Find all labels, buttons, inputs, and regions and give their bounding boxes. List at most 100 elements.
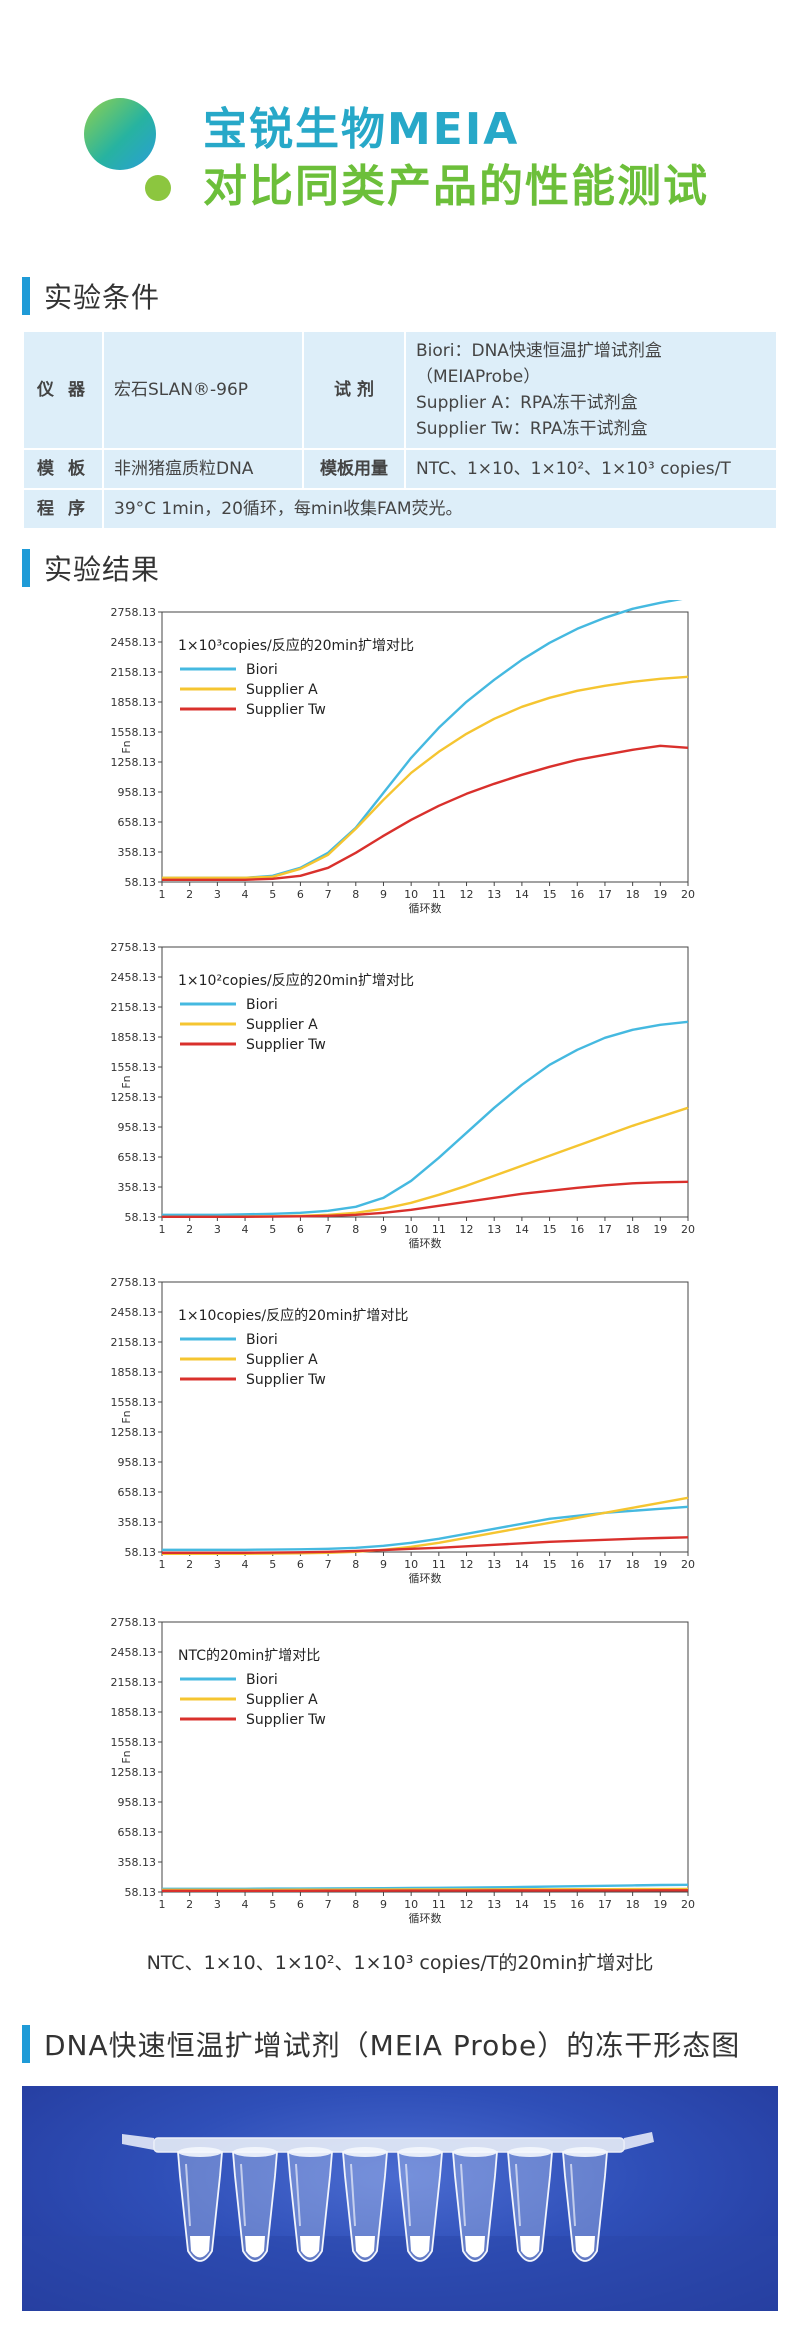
y-tick-label: 2458.13 — [111, 971, 157, 984]
x-axis-label: 循环数 — [409, 1912, 442, 1925]
pcr-tube — [507, 2147, 553, 2262]
pcr-tube-strip-image — [22, 2132, 778, 2311]
y-tick-label: 1858.13 — [111, 696, 157, 709]
x-tick-label: 12 — [460, 888, 474, 901]
legend-label: Supplier Tw — [246, 1712, 326, 1728]
x-tick-label: 17 — [598, 1898, 612, 1911]
y-tick-label: 658.13 — [118, 1151, 157, 1164]
x-tick-label: 8 — [352, 1898, 359, 1911]
lyophilized-pellet — [520, 2236, 540, 2258]
tube-rim — [343, 2147, 387, 2157]
lyophilized-pellet — [575, 2236, 595, 2258]
x-tick-label: 8 — [352, 1223, 359, 1236]
x-tick-label: 19 — [653, 1223, 667, 1236]
tube-rim — [398, 2147, 442, 2157]
tube-highlight — [460, 2163, 466, 2227]
tube-highlight — [570, 2163, 576, 2227]
x-tick-label: 13 — [487, 1558, 501, 1571]
chart-title: NTC的20min扩增对比 — [178, 1648, 320, 1664]
pcr-tube — [342, 2147, 388, 2262]
y-tick-label: 58.13 — [125, 876, 157, 889]
tube-body — [452, 2151, 498, 2262]
x-tick-label: 6 — [297, 1223, 304, 1236]
tube-body — [397, 2151, 443, 2262]
y-tick-label: 658.13 — [118, 1486, 157, 1499]
y-tick-label: 358.13 — [118, 1181, 157, 1194]
table-row: 仪 器 宏石SLAN®-96P 试 剂 Biori：DNA快速恒温扩增试剂盒（M… — [22, 330, 778, 450]
legend-label: Supplier Tw — [246, 702, 326, 718]
y-tick-label: 958.13 — [118, 786, 157, 799]
section-title: 实验条件 — [44, 281, 161, 314]
tube-body — [562, 2151, 608, 2262]
series-line-supplier-tw — [162, 1180, 689, 1218]
strip-tab-left — [122, 2134, 154, 2150]
template-label: 模 板 — [22, 448, 104, 490]
x-tick-label: 18 — [626, 888, 640, 901]
section-title: 实验结果 — [44, 553, 161, 586]
y-tick-label: 958.13 — [118, 1121, 157, 1134]
pcr-tube — [232, 2147, 278, 2262]
x-axis-label: 循环数 — [409, 1237, 442, 1250]
x-tick-label: 8 — [352, 1558, 359, 1571]
legend-label: Biori — [246, 1672, 278, 1688]
tube-body — [232, 2151, 278, 2262]
x-tick-label: 9 — [380, 1898, 387, 1911]
y-tick-label: 1258.13 — [111, 1091, 157, 1104]
y-tick-label: 1258.13 — [111, 1426, 157, 1439]
conditions-table: 仪 器 宏石SLAN®-96P 试 剂 Biori：DNA快速恒温扩增试剂盒（M… — [22, 330, 778, 530]
plot-frame — [161, 611, 689, 883]
y-tick-label: 358.13 — [118, 1516, 157, 1529]
x-tick-label: 16 — [570, 1558, 584, 1571]
x-tick-label: 7 — [325, 1898, 332, 1911]
x-tick-label: 18 — [626, 1223, 640, 1236]
tube-highlight — [350, 2163, 356, 2227]
x-tick-label: 16 — [570, 1223, 584, 1236]
x-tick-label: 1 — [159, 1223, 166, 1236]
lyophilized-tubes-photo — [22, 2086, 778, 2311]
x-tick-label: 3 — [214, 888, 221, 901]
legend-label: Supplier A — [246, 682, 318, 698]
x-tick-label: 20 — [681, 1898, 695, 1911]
chart-title: 1×10²copies/反应的20min扩增对比 — [178, 972, 414, 989]
y-tick-label: 58.13 — [125, 1211, 157, 1224]
table-row: 模 板 非洲猪瘟质粒DNA 模板用量 NTC、1×10、1×10²、1×10³ … — [22, 448, 778, 490]
y-tick-label: 2458.13 — [111, 1306, 157, 1319]
y-tick-label: 2158.13 — [111, 1001, 157, 1014]
x-tick-label: 15 — [543, 888, 557, 901]
pcr-tube — [562, 2147, 608, 2262]
x-tick-label: 18 — [626, 1558, 640, 1571]
x-tick-label: 20 — [681, 1558, 695, 1571]
legend-label: Supplier A — [246, 1352, 318, 1368]
x-tick-label: 13 — [487, 1898, 501, 1911]
series-line-supplier-tw — [162, 1536, 689, 1554]
page-title-line1: 宝锐生物MEIA — [203, 104, 520, 155]
x-tick-label: 2 — [186, 888, 193, 901]
chart-svg: 2758.132458.132158.131858.131558.131258.… — [111, 600, 695, 915]
brand-logo-dot — [145, 175, 171, 201]
reagent-label: 试 剂 — [302, 330, 406, 450]
x-tick-label: 17 — [598, 888, 612, 901]
lyophilized-pellet — [245, 2236, 265, 2258]
x-tick-label: 7 — [325, 1558, 332, 1571]
lyophilized-pellet — [300, 2236, 320, 2258]
x-tick-label: 14 — [515, 1898, 529, 1911]
tube-rim — [563, 2147, 607, 2157]
chart-1e2: 2758.13 2458.13 2158.13 1858.13 1558.13 1258.… — [100, 935, 700, 1255]
section-results-header: 实验结果 — [22, 548, 160, 588]
y-axis-label: Fn — [120, 1410, 133, 1423]
x-tick-label: 5 — [269, 1898, 276, 1911]
x-tick-label: 10 — [404, 1558, 418, 1571]
x-tick-label: 12 — [460, 1898, 474, 1911]
y-tick-label: 2158.13 — [111, 666, 157, 679]
x-tick-label: 20 — [681, 1223, 695, 1236]
reagent-line: Supplier A：RPA冻干试剂盒 — [416, 393, 638, 413]
x-tick-label: 9 — [380, 888, 387, 901]
x-tick-label: 9 — [380, 1558, 387, 1571]
y-tick-label: 1558.13 — [111, 726, 157, 739]
y-tick-label: 2158.13 — [111, 1336, 157, 1349]
x-tick-label: 5 — [269, 1558, 276, 1571]
tube-rim — [453, 2147, 497, 2157]
pcr-tube — [452, 2147, 498, 2262]
x-tick-label: 19 — [653, 1898, 667, 1911]
x-tick-label: 3 — [214, 1558, 221, 1571]
